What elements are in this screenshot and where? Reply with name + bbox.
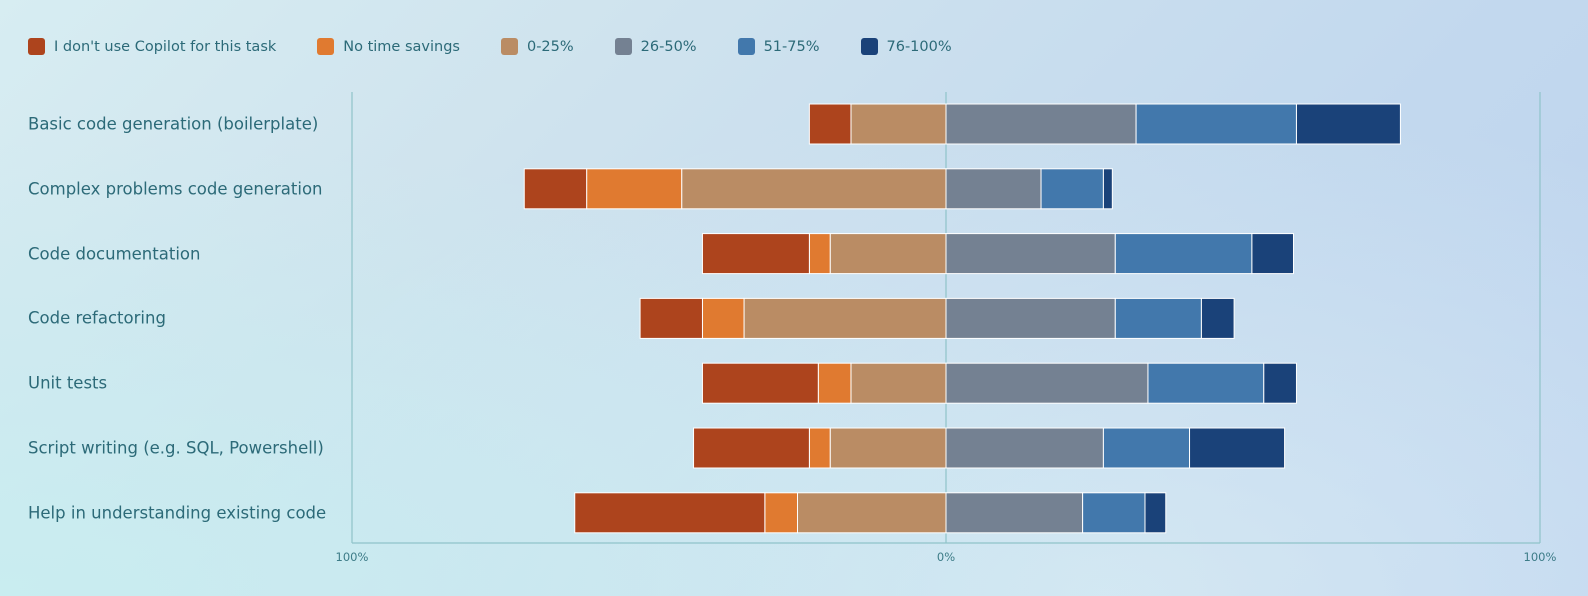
bar-segment[interactable]	[1082, 492, 1146, 534]
bar-segment[interactable]	[701, 297, 745, 339]
category-label: Script writing (e.g. SQL, Powershell)	[28, 438, 324, 458]
bar-segment[interactable]	[808, 427, 831, 469]
category-label: Code refactoring	[28, 308, 166, 328]
category-label: Basic code generation (boilerplate)	[28, 114, 319, 134]
bar-segment[interactable]	[850, 103, 947, 145]
category-label: Code documentation	[28, 244, 201, 264]
bar-segment[interactable]	[945, 168, 1042, 210]
legend-label: No time savings	[343, 38, 460, 55]
bar-segment[interactable]	[1102, 427, 1191, 469]
bar-segment[interactable]	[1114, 297, 1202, 339]
bar-segment[interactable]	[829, 427, 947, 469]
bar-segment[interactable]	[945, 492, 1084, 534]
bar-segment[interactable]	[945, 103, 1137, 145]
x-tick-label: 0%	[937, 550, 955, 564]
category-label: Help in understanding existing code	[28, 503, 327, 523]
bar-segment[interactable]	[1114, 233, 1253, 275]
bar-segment[interactable]	[850, 362, 947, 404]
legend-label: 51-75%	[763, 38, 820, 55]
bar-segment[interactable]	[1263, 362, 1297, 404]
legend-item[interactable]: I don't use Copilot for this task	[28, 38, 276, 55]
bar-segment[interactable]	[701, 362, 819, 404]
bar-segment[interactable]	[1040, 168, 1104, 210]
legend-item[interactable]: No time savings	[317, 38, 460, 55]
chart-legend: I don't use Copilot for this task No time…	[28, 38, 993, 55]
bar-segment[interactable]	[586, 168, 683, 210]
bar-segment[interactable]	[1189, 427, 1286, 469]
bar-segment[interactable]	[1135, 103, 1297, 145]
bar-segment[interactable]	[1144, 492, 1167, 534]
bar-segment[interactable]	[743, 297, 947, 339]
bar-segment[interactable]	[1200, 297, 1235, 339]
bar-segment[interactable]	[681, 168, 947, 210]
bar-segment[interactable]	[945, 362, 1149, 404]
legend-label: 26-50%	[640, 38, 697, 55]
bar-segment[interactable]	[523, 168, 588, 210]
legend-swatch	[500, 38, 518, 55]
bar-segment[interactable]	[639, 297, 703, 339]
legend-item[interactable]: 76-100%	[860, 38, 952, 55]
legend-item[interactable]: 0-25%	[500, 38, 574, 55]
bar-segment[interactable]	[764, 492, 799, 534]
bar-segment[interactable]	[574, 492, 766, 534]
legend-label: I don't use Copilot for this task	[54, 38, 277, 55]
legend-label: 76-100%	[886, 38, 952, 55]
bar-segment[interactable]	[945, 233, 1116, 275]
bar-segment[interactable]	[797, 492, 947, 534]
legend-swatch	[614, 38, 632, 55]
legend-swatch	[28, 38, 45, 55]
legend-item[interactable]: 26-50%	[614, 38, 697, 55]
bar-segment[interactable]	[945, 427, 1104, 469]
bar-segment[interactable]	[1295, 103, 1401, 145]
x-tick-label: 100%	[336, 550, 369, 564]
legend-label: 0-25%	[526, 38, 574, 55]
bar-segment[interactable]	[1147, 362, 1265, 404]
bar-segment[interactable]	[808, 103, 852, 145]
legend-swatch	[737, 38, 755, 55]
bar-segment[interactable]	[1102, 168, 1113, 210]
bar-segment[interactable]	[817, 362, 852, 404]
legend-swatch	[860, 38, 878, 55]
x-tick-label: 100%	[1524, 550, 1557, 564]
category-label: Complex problems code generation	[28, 179, 323, 199]
bar-segment[interactable]	[829, 233, 947, 275]
legend-swatch	[317, 38, 335, 55]
bar-segment[interactable]	[701, 233, 810, 275]
bar-segment[interactable]	[808, 233, 831, 275]
bar-segment[interactable]	[693, 427, 810, 469]
legend-item[interactable]: 51-75%	[737, 38, 820, 55]
category-label: Unit tests	[28, 373, 108, 393]
bar-segment[interactable]	[945, 297, 1116, 339]
bar-segment[interactable]	[1251, 233, 1294, 275]
